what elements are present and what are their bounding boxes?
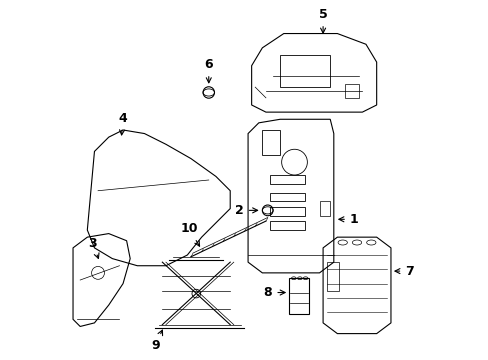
Text: 4: 4	[119, 112, 127, 135]
Text: 5: 5	[318, 8, 327, 33]
Text: 6: 6	[204, 58, 213, 83]
Text: 2: 2	[235, 204, 257, 217]
Bar	[280, 55, 329, 87]
Text: 9: 9	[151, 330, 162, 352]
Bar	[269, 221, 305, 230]
Text: 8: 8	[263, 286, 285, 299]
Bar	[269, 207, 305, 216]
Bar	[319, 202, 329, 216]
Bar	[262, 130, 280, 155]
Text: 3: 3	[88, 237, 99, 258]
Bar	[326, 262, 339, 291]
Bar	[269, 193, 305, 202]
Bar	[288, 278, 308, 314]
Bar	[344, 84, 358, 98]
Bar	[269, 175, 305, 184]
Text: 1: 1	[338, 213, 358, 226]
Text: 7: 7	[394, 265, 413, 278]
Text: 10: 10	[180, 222, 199, 246]
